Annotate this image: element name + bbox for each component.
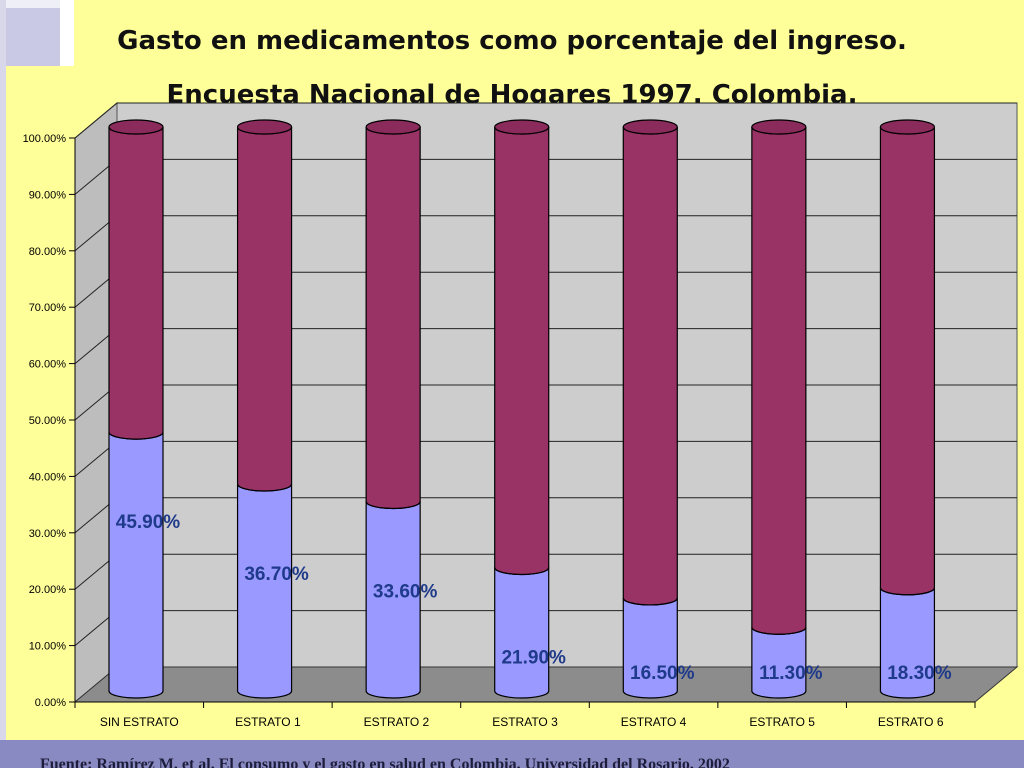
bar-upper-segment [494, 126, 550, 576]
bar-top-cap [494, 119, 550, 135]
bar-top-cap [365, 119, 421, 135]
bar-top-cap [622, 119, 678, 135]
x-category-label: ESTRATO 4 [621, 715, 687, 729]
data-label: 33.60% [373, 581, 438, 602]
x-category-label: ESTRATO 3 [492, 715, 558, 729]
bar-top-cap [879, 119, 936, 135]
y-tick-label: 30.00% [29, 528, 67, 540]
bar-seam [108, 431, 164, 440]
x-category-label: ESTRATO 5 [749, 715, 815, 729]
bar-upper-segment [236, 126, 293, 492]
y-tick-label: 0.00% [35, 697, 66, 709]
x-category-label: ESTRATO 2 [364, 715, 430, 729]
bar-seam [494, 567, 550, 575]
bar-lower-segment [236, 483, 293, 699]
x-category-label: SIN ESTRATO [100, 715, 179, 729]
bar-upper-segment [622, 126, 678, 606]
bar-seam [622, 597, 678, 606]
y-tick-label: 50.00% [29, 415, 67, 427]
y-tick-label: 70.00% [29, 302, 67, 314]
x-category-label: ESTRATO 1 [235, 715, 301, 729]
y-tick-label: 90.00% [29, 189, 67, 201]
data-label: 11.30% [759, 663, 822, 684]
y-tick-label: 20.00% [29, 584, 67, 596]
bar-seam [365, 501, 421, 509]
bar-top-cap [236, 119, 293, 135]
y-tick-label: 40.00% [29, 471, 67, 483]
y-tick-label: 100.00% [23, 133, 67, 145]
bar-top-cap [751, 119, 807, 135]
bar-lower-segment [108, 431, 164, 699]
data-label: 21.90% [501, 647, 566, 668]
bar-seam [751, 627, 807, 635]
bar-top-cap [108, 119, 164, 135]
corner-decoration [6, 0, 74, 66]
y-tick-label: 10.00% [29, 641, 67, 653]
bar-seam [879, 587, 935, 596]
bar-upper-segment [879, 126, 936, 596]
title-line-1: Gasto en medicamentos como porcentaje de… [117, 26, 907, 56]
data-label: 16.50% [630, 663, 695, 684]
x-category-label: ESTRATO 6 [878, 715, 944, 729]
bar-upper-segment [108, 126, 164, 440]
y-tick-label: 60.00% [29, 359, 67, 371]
bar-upper-segment [365, 126, 421, 510]
stacked-cylinder-chart: 0.00% 10.00% 20.00% 30.00% 40.00% 50.00% 60.00… [23, 101, 1019, 729]
bar-lower-segment [494, 567, 550, 699]
gridline-side [74, 102, 118, 139]
source-footnote: Fuente: Ramírez M. et al. El consumo y e… [40, 757, 730, 768]
data-label: 36.70% [244, 564, 309, 585]
data-label: 18.30% [887, 663, 952, 684]
y-tick-label: 80.00% [29, 246, 67, 258]
bar-seam [237, 483, 293, 492]
slide-left-strip [0, 0, 6, 740]
data-label: 45.90% [116, 512, 181, 533]
bar-upper-segment [751, 126, 807, 635]
footer-bar [0, 740, 1024, 768]
